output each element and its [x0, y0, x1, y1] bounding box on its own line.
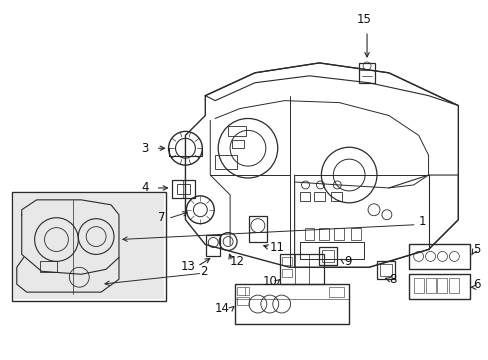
- Bar: [228, 126, 245, 136]
- Bar: [448, 278, 458, 293]
- Bar: [314, 192, 325, 201]
- Bar: [376, 261, 394, 279]
- Bar: [206, 235, 220, 256]
- Bar: [237, 297, 248, 305]
- Bar: [299, 242, 364, 260]
- Text: 14: 14: [215, 302, 230, 315]
- Bar: [235, 284, 348, 324]
- Text: 11: 11: [269, 241, 284, 254]
- Text: 9: 9: [344, 255, 351, 268]
- Bar: [358, 63, 374, 83]
- Bar: [232, 140, 244, 148]
- Text: 8: 8: [388, 273, 395, 286]
- Bar: [176, 184, 190, 194]
- Bar: [14, 194, 163, 299]
- Text: 1: 1: [418, 215, 425, 228]
- Text: 15: 15: [356, 13, 371, 26]
- Bar: [437, 278, 447, 293]
- Bar: [304, 228, 314, 239]
- Bar: [12, 192, 165, 301]
- Bar: [215, 155, 237, 169]
- Bar: [425, 278, 435, 293]
- Text: 5: 5: [472, 243, 480, 256]
- Bar: [281, 257, 291, 265]
- Bar: [334, 228, 344, 239]
- Text: 6: 6: [472, 278, 480, 291]
- Bar: [319, 247, 337, 265]
- Bar: [171, 180, 195, 198]
- Text: 3: 3: [141, 142, 148, 155]
- Text: 2: 2: [200, 265, 207, 278]
- Bar: [413, 278, 423, 293]
- Text: 4: 4: [141, 181, 148, 194]
- Text: 7: 7: [158, 211, 165, 224]
- Bar: [322, 251, 334, 262]
- Bar: [237, 287, 248, 295]
- Bar: [248, 216, 266, 242]
- Text: 10: 10: [263, 275, 277, 288]
- Bar: [379, 264, 391, 276]
- Bar: [299, 192, 310, 201]
- Bar: [328, 287, 344, 297]
- Bar: [279, 255, 324, 284]
- Bar: [319, 228, 328, 239]
- Bar: [350, 228, 360, 239]
- Bar: [281, 269, 291, 277]
- Text: 12: 12: [230, 255, 244, 268]
- Text: 13: 13: [180, 260, 195, 273]
- Bar: [408, 244, 469, 269]
- Bar: [408, 274, 469, 299]
- Bar: [40, 261, 57, 272]
- Bar: [331, 192, 342, 201]
